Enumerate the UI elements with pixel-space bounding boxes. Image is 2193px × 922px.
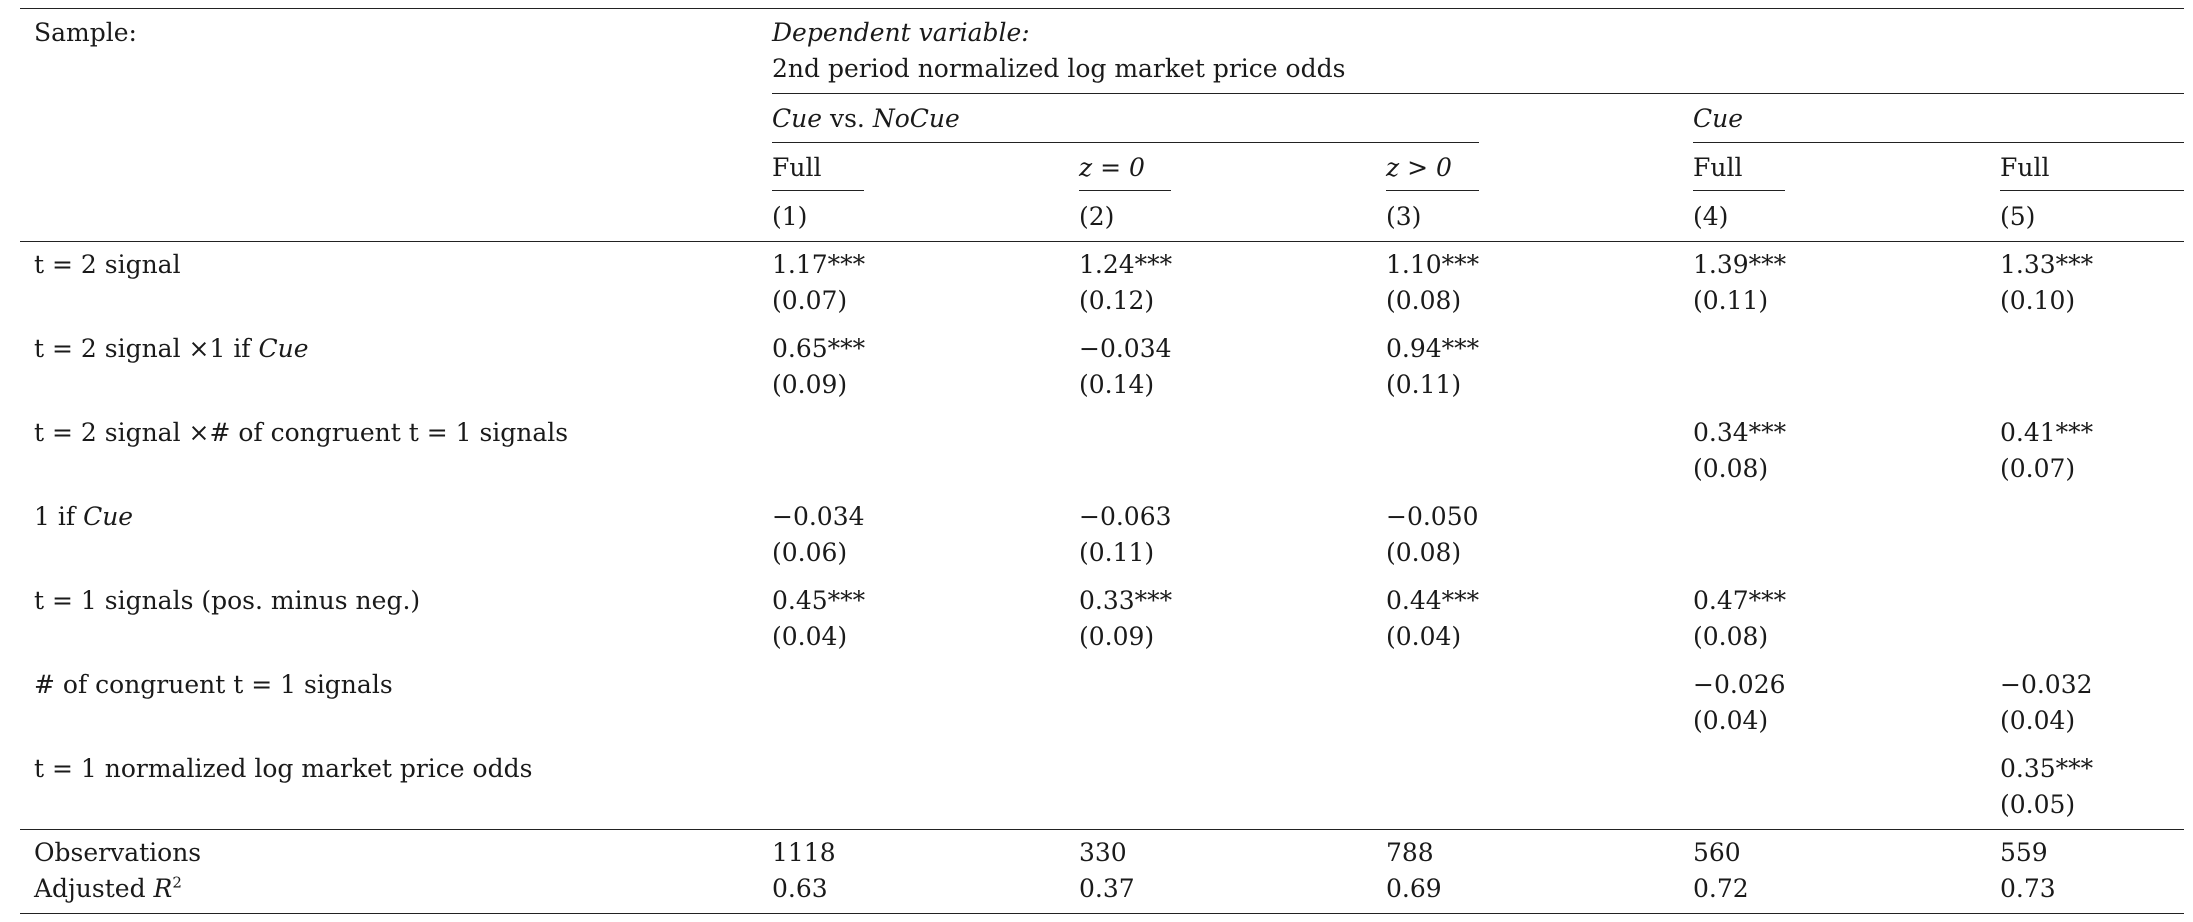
coef-cell: 0.65***	[772, 334, 866, 363]
se-cell: (0.04)	[772, 622, 848, 651]
se-cell: (0.07)	[2000, 454, 2076, 483]
subsample-label-2: z = 0	[1079, 153, 1145, 182]
coef-cell: 0.35***	[2000, 754, 2094, 783]
body-bottom-rule	[20, 829, 2184, 830]
se-cell: (0.07)	[772, 286, 848, 315]
coef-cell: 0.34***	[1693, 418, 1787, 447]
se-cell: (0.12)	[1079, 286, 1155, 315]
coef-cell: 0.47***	[1693, 586, 1787, 615]
observations-cell: 330	[1079, 838, 1127, 867]
coef-cell: 0.94***	[1386, 334, 1480, 363]
se-cell: (0.14)	[1079, 370, 1155, 399]
coef-cell: −0.034	[1079, 334, 1172, 363]
column-number-3: (3)	[1386, 202, 1422, 231]
coef-cell: 0.45***	[772, 586, 866, 615]
row-label-t1-signals: t = 1 signals (pos. minus neg.)	[34, 586, 421, 615]
se-cell: (0.11)	[1693, 286, 1769, 315]
group-cue-rule	[1693, 142, 2184, 143]
coef-cell: −0.050	[1386, 502, 1479, 531]
coef-cell: 0.41***	[2000, 418, 2094, 447]
adjusted-r2-symbol: R	[153, 874, 173, 903]
coef-cell: 1.33***	[2000, 250, 2094, 279]
group-header-cue: Cue	[1693, 104, 1744, 133]
coef-cell: −0.032	[2000, 670, 2093, 699]
subsample-rule-1	[772, 190, 864, 191]
r2-cell: 0.72	[1693, 874, 1749, 903]
adjusted-r2-text: Adjusted	[34, 874, 154, 903]
header-bottom-rule	[20, 241, 2184, 242]
r2-cell: 0.73	[2000, 874, 2056, 903]
se-cell: (0.09)	[1079, 622, 1155, 651]
subsample-label-5: Full	[2000, 153, 2050, 182]
coef-cell: −0.063	[1079, 502, 1172, 531]
row-label-1-if-cue: 1 if Cue	[34, 504, 133, 529]
se-cell: (0.04)	[2000, 706, 2076, 735]
column-number-5: (5)	[2000, 202, 2036, 231]
coef-cell: −0.026	[1693, 670, 1786, 699]
subsample-label-1: Full	[772, 153, 822, 182]
row-label-t1-market-price-odds: t = 1 normalized log market price odds	[34, 754, 533, 783]
se-cell: (0.10)	[2000, 286, 2076, 315]
coef-cell: 1.10***	[1386, 250, 1480, 279]
se-cell: (0.09)	[772, 370, 848, 399]
subsample-rule-5	[2000, 190, 2184, 191]
column-number-4: (4)	[1693, 202, 1729, 231]
group-vs-text: vs.	[822, 104, 873, 133]
subsample-rule-2	[1079, 190, 1171, 191]
coef-cell: 1.24***	[1079, 250, 1173, 279]
observations-cell: 559	[2000, 838, 2048, 867]
dependent-variable-rule	[772, 93, 2184, 94]
row-label-t2-signal-x-cue: t = 2 signal ×1 if Cue	[34, 336, 309, 361]
coef-cell: −0.034	[772, 502, 865, 531]
row-label-t2-signal: t = 2 signal	[34, 250, 181, 279]
row-label-congruent-t1-signals: # of congruent t = 1 signals	[34, 670, 393, 699]
subsample-rule-3	[1386, 190, 1479, 191]
se-cell: (0.08)	[1693, 454, 1769, 483]
table-top-rule	[20, 8, 2184, 9]
subsample-rule-4	[1693, 190, 1785, 191]
se-cell: (0.06)	[772, 538, 848, 567]
r2-cell: 0.37	[1079, 874, 1135, 903]
se-cell: (0.08)	[1386, 286, 1462, 315]
se-cell: (0.11)	[1079, 538, 1155, 567]
subsample-label-3: z > 0	[1386, 153, 1452, 182]
column-number-2: (2)	[1079, 202, 1115, 231]
observations-cell: 1118	[772, 838, 836, 867]
row-label-text: 1 if	[34, 502, 84, 531]
coef-cell: 0.33***	[1079, 586, 1173, 615]
se-cell: (0.08)	[1386, 538, 1462, 567]
dependent-variable: 2nd period normalized log market price o…	[772, 54, 1346, 83]
observations-cell: 788	[1386, 838, 1434, 867]
se-cell: (0.05)	[2000, 790, 2076, 819]
row-label-italic: Cue	[83, 502, 134, 531]
subsample-label-4: Full	[1693, 153, 1743, 182]
group-cue-vs-nocue-rule	[772, 142, 1479, 143]
coef-cell: 1.17***	[772, 250, 866, 279]
se-cell: (0.11)	[1386, 370, 1462, 399]
r2-cell: 0.69	[1386, 874, 1442, 903]
row-label-t2-signal-x-congruent: t = 2 signal ×# of congruent t = 1 signa…	[34, 418, 569, 447]
se-cell: (0.04)	[1386, 622, 1462, 651]
group-nocue-text: NoCue	[872, 104, 960, 133]
adjusted-r2-superscript: 2	[172, 873, 182, 892]
observations-label: Observations	[34, 838, 202, 867]
observations-cell: 560	[1693, 838, 1741, 867]
dependent-variable-label: Dependent variable:	[772, 18, 1030, 47]
se-cell: (0.04)	[1693, 706, 1769, 735]
row-label-text: t = 2 signal ×1 if	[34, 334, 259, 363]
se-cell: (0.08)	[1693, 622, 1769, 651]
group-cue-text: Cue	[772, 104, 823, 133]
r2-cell: 0.63	[772, 874, 828, 903]
group-header-cue-vs-nocue: Cue vs. NoCue	[772, 106, 960, 131]
sample-label: Sample:	[34, 18, 137, 47]
table-bottom-rule	[20, 913, 2184, 914]
coef-cell: 1.39***	[1693, 250, 1787, 279]
coef-cell: 0.44***	[1386, 586, 1480, 615]
adjusted-r2-label: Adjusted R2	[34, 873, 182, 903]
row-label-italic: Cue	[258, 334, 309, 363]
column-number-1: (1)	[772, 202, 808, 231]
